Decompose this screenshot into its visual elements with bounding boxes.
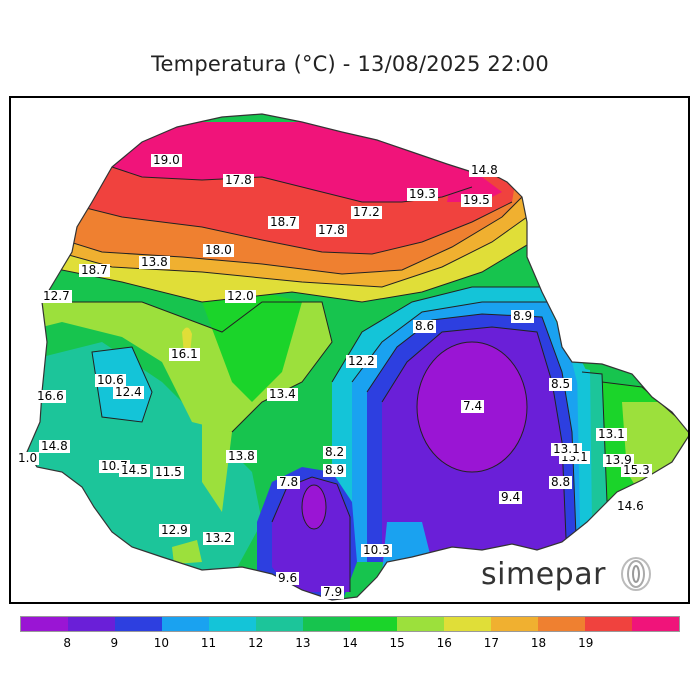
temperature-label: 8.5	[549, 377, 573, 391]
colorbar-tick-label: 14	[342, 636, 358, 650]
temperature-label: 1.0	[16, 451, 40, 465]
logo-text: simepar	[481, 556, 606, 592]
temperature-label: 12.0	[225, 289, 256, 303]
colorbar-segment	[209, 617, 256, 631]
temperature-label: 13.8	[226, 449, 257, 463]
colorbar-tick-label: 18	[530, 636, 547, 650]
temperature-label: 12.9	[159, 523, 190, 537]
simepar-logo: simepar	[481, 556, 656, 592]
temperature-label: 14.8	[469, 163, 500, 177]
temperature-label: 8.6	[413, 319, 437, 333]
colorbar-segment	[397, 617, 444, 631]
temperature-label: 19.0	[151, 153, 182, 167]
colorbar-segment	[115, 617, 162, 631]
temperature-label: 9.6	[276, 571, 300, 585]
temperature-label: 8.2	[323, 445, 347, 459]
temperature-label: 16.6	[35, 389, 66, 403]
colorbar-tick-label: 12	[248, 636, 264, 650]
temperature-label: 15.3	[621, 463, 652, 477]
temperature-label: 7.4	[461, 399, 485, 413]
temperature-label: 8.8	[549, 475, 573, 489]
temperature-label: 12.2	[346, 354, 377, 368]
temperature-label: 18.7	[79, 263, 110, 277]
colorbar-tick-label: 17	[483, 636, 500, 650]
temperature-label: 10.3	[361, 543, 392, 557]
temperature-label: 19.3	[407, 187, 438, 201]
temperature-label: 16.1	[169, 347, 200, 361]
colorbar-segment	[491, 617, 538, 631]
colorbar-tick-label: 13	[295, 636, 311, 650]
temperature-label: 12.4	[113, 385, 144, 399]
colorbar-segment	[68, 617, 115, 631]
temperature-label: 13.1	[596, 427, 627, 441]
colorbar-tick-label: 8	[63, 636, 71, 650]
colorbar-tick-label: 15	[389, 636, 405, 650]
signal-waves-icon	[620, 557, 651, 591]
colorbar-tick-label: 19	[578, 636, 594, 650]
temperature-label: 11.5	[153, 465, 184, 479]
temperature-label: 8.9	[511, 309, 535, 323]
colorbar-segment	[350, 617, 397, 631]
temperature-label: 14.6	[615, 499, 646, 513]
temperature-label: 10.6	[95, 373, 126, 387]
temperature-label: 14.8	[39, 439, 70, 453]
colorbar-segment	[585, 617, 632, 631]
temperature-label: 14.5	[119, 463, 150, 477]
temperature-label: 13.4	[267, 387, 298, 401]
temperature-label: 7.8	[277, 475, 301, 489]
temperature-label: 7.9	[321, 585, 345, 599]
colorbar-segment	[162, 617, 209, 631]
colorbar-segment	[444, 617, 491, 631]
colorbar	[20, 616, 680, 632]
temperature-label: 17.8	[223, 173, 254, 187]
colorbar-tick-label: 16	[436, 636, 452, 650]
map-frame: 19.0 17.8 19.3 14.8 19.5 17.2 18.7 17.8 18.0 18.7…	[9, 96, 690, 604]
temperature-label: 13.2	[203, 531, 234, 545]
colorbar-ticks: 8 9 10 11 12 13 14 15 16 17 18 19	[20, 636, 680, 652]
temperature-label: 17.8	[316, 223, 347, 237]
colorbar-segment	[21, 617, 68, 631]
colorbar-segment	[538, 617, 585, 631]
temperature-label: 17.2	[351, 205, 382, 219]
colorbar-segment	[632, 617, 679, 631]
temperature-label: 8.9	[323, 463, 347, 477]
colorbar-segment	[256, 617, 303, 631]
temperature-label: 13.1	[551, 442, 582, 456]
temperature-label: 13.8	[139, 255, 170, 269]
temperature-label: 18.7	[268, 215, 299, 229]
temperature-label: 13.9	[603, 453, 634, 467]
temperature-map	[26, 113, 688, 601]
colorbar-tick-label: 10	[153, 636, 170, 650]
temperature-label: 9.4	[499, 490, 523, 504]
colorbar-tick-label: 9	[110, 636, 119, 650]
temperature-label: 19.5	[461, 193, 492, 207]
temperature-label: 12.7	[41, 289, 72, 303]
map-title: Temperatura (°C) - 13/08/2025 22:00	[151, 52, 549, 76]
colorbar-segment	[303, 617, 350, 631]
temperature-label: 18.0	[203, 243, 234, 257]
colorbar-tick-label: 11	[200, 636, 217, 650]
